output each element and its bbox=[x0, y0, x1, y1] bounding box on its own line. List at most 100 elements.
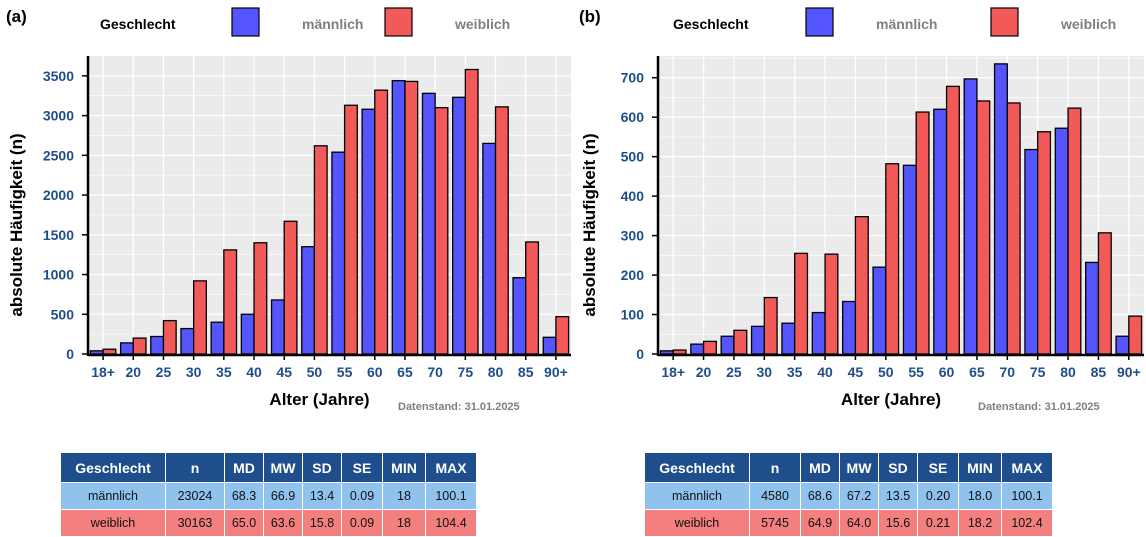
table-cell: 15.6 bbox=[879, 510, 918, 537]
bar-weiblich bbox=[314, 146, 327, 354]
table-cell: 5745 bbox=[750, 510, 801, 537]
table-cell: 100.1 bbox=[426, 483, 477, 510]
bar-weiblich bbox=[1098, 233, 1111, 354]
bar-maennlich bbox=[752, 326, 765, 354]
x-tick-label: 55 bbox=[337, 364, 353, 380]
y-tick-label: 1000 bbox=[43, 267, 74, 283]
bar-weiblich bbox=[405, 81, 418, 354]
bar-weiblich bbox=[284, 221, 297, 354]
bar-weiblich bbox=[1068, 108, 1081, 354]
x-tick-label: 25 bbox=[156, 364, 172, 380]
x-tick-label: 90+ bbox=[1117, 364, 1141, 380]
panel-label: (b) bbox=[579, 7, 601, 26]
bar-maennlich bbox=[181, 329, 194, 354]
y-tick-label: 600 bbox=[621, 109, 645, 125]
bar-maennlich bbox=[782, 323, 795, 354]
bar-maennlich bbox=[873, 267, 886, 354]
bar-weiblich bbox=[947, 86, 960, 354]
bar-maennlich bbox=[812, 313, 825, 354]
bar-weiblich bbox=[855, 217, 868, 354]
legend-title: Geschlecht bbox=[673, 16, 749, 32]
y-tick-label: 200 bbox=[621, 267, 645, 283]
bar-weiblich bbox=[435, 108, 448, 354]
bar-maennlich bbox=[332, 152, 345, 354]
legend-swatch-weiblich bbox=[385, 8, 412, 36]
bar-maennlich bbox=[1025, 150, 1038, 354]
legend-title: Geschlecht bbox=[100, 16, 176, 32]
bar-maennlich bbox=[964, 79, 977, 354]
x-tick-label: 90+ bbox=[544, 364, 568, 380]
bar-weiblich bbox=[465, 70, 478, 354]
bar-maennlich bbox=[843, 302, 856, 354]
table-row-maennlich: männlich 23024 68.3 66.9 13.4 0.09 18 10… bbox=[61, 483, 477, 510]
bar-maennlich bbox=[453, 97, 466, 354]
bar-weiblich bbox=[886, 164, 899, 354]
x-tick-label: 50 bbox=[878, 364, 894, 380]
bar-maennlich bbox=[151, 337, 164, 354]
bar-weiblich bbox=[795, 253, 808, 354]
table-cell: 0.20 bbox=[918, 483, 959, 510]
bar-maennlich bbox=[721, 336, 734, 354]
table-cell: 23024 bbox=[166, 483, 225, 510]
bar-maennlich bbox=[691, 344, 704, 354]
bar-weiblich bbox=[526, 242, 539, 354]
legend-swatch-maennlich bbox=[232, 8, 259, 36]
data-date-annotation: Datenstand: 31.01.2025 bbox=[398, 401, 520, 413]
table-cell: 18 bbox=[383, 510, 426, 537]
bar-maennlich bbox=[903, 165, 916, 354]
y-tick-label: 2000 bbox=[43, 187, 74, 203]
bar-maennlich bbox=[90, 351, 103, 354]
header-min: MIN bbox=[383, 453, 426, 483]
table-cell: 30163 bbox=[166, 510, 225, 537]
bar-maennlich bbox=[392, 81, 405, 354]
header-min: MIN bbox=[959, 453, 1002, 483]
legend-label-weiblich: weiblich bbox=[454, 16, 510, 32]
y-tick-label: 400 bbox=[621, 188, 645, 204]
bar-maennlich bbox=[121, 343, 134, 354]
bar-weiblich bbox=[1129, 316, 1142, 354]
stats-table-b: Geschlecht n MD MW SD SE MIN MAX männlic… bbox=[645, 453, 1053, 536]
y-tick-label: 2500 bbox=[43, 147, 74, 163]
bar-weiblich bbox=[375, 90, 388, 354]
table-cell: 13.5 bbox=[879, 483, 918, 510]
bar-weiblich bbox=[163, 321, 176, 354]
bar-weiblich bbox=[977, 101, 990, 354]
header-geschlecht: Geschlecht bbox=[645, 453, 750, 483]
bar-maennlich bbox=[660, 351, 673, 354]
header-mw: MW bbox=[264, 453, 303, 483]
x-tick-label: 75 bbox=[458, 364, 474, 380]
table-row-maennlich: männlich 4580 68.6 67.2 13.5 0.20 18.0 1… bbox=[645, 483, 1053, 510]
table-cell: 15.8 bbox=[303, 510, 342, 537]
bar-maennlich bbox=[241, 314, 254, 354]
x-tick-label: 65 bbox=[969, 364, 985, 380]
bar-weiblich bbox=[103, 349, 116, 354]
y-tick-label: 1500 bbox=[43, 227, 74, 243]
table-cell: 66.9 bbox=[264, 483, 303, 510]
x-tick-label: 55 bbox=[908, 364, 924, 380]
x-tick-label: 85 bbox=[1091, 364, 1107, 380]
bar-maennlich bbox=[302, 247, 315, 354]
bar-weiblich bbox=[254, 243, 267, 354]
bar-weiblich bbox=[345, 105, 358, 354]
x-tick-label: 80 bbox=[1060, 364, 1076, 380]
x-tick-label: 70 bbox=[427, 364, 443, 380]
x-tick-label: 70 bbox=[1000, 364, 1016, 380]
y-tick-label: 700 bbox=[621, 70, 645, 86]
x-tick-label: 18+ bbox=[91, 364, 115, 380]
x-tick-label: 35 bbox=[216, 364, 232, 380]
legend-label-maennlich: männlich bbox=[876, 16, 937, 32]
x-tick-label: 45 bbox=[276, 364, 292, 380]
bar-weiblich bbox=[673, 350, 686, 354]
table-cell: männlich bbox=[61, 483, 166, 510]
header-n: n bbox=[166, 453, 225, 483]
x-tick-label: 65 bbox=[397, 364, 413, 380]
header-mw: MW bbox=[840, 453, 879, 483]
bar-weiblich bbox=[704, 341, 717, 354]
table-cell: 0.21 bbox=[918, 510, 959, 537]
table-cell: 68.3 bbox=[225, 483, 264, 510]
y-axis-title: absolute Häufigkeit (n) bbox=[580, 133, 599, 316]
bar-maennlich bbox=[543, 337, 556, 354]
stats-table-a: Geschlecht n MD MW SD SE MIN MAX männlic… bbox=[61, 453, 477, 536]
table-cell: weiblich bbox=[645, 510, 750, 537]
bar-weiblich bbox=[1007, 103, 1020, 354]
